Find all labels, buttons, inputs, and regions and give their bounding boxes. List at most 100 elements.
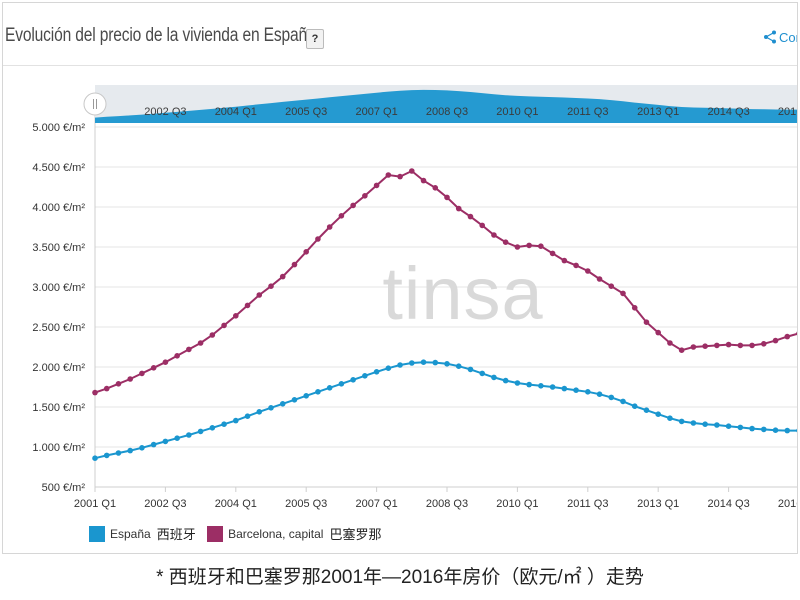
data-point-espana[interactable] [209,425,216,431]
data-point-barcelona[interactable] [115,381,122,387]
data-point-barcelona[interactable] [338,213,345,219]
data-point-espana[interactable] [608,394,615,401]
data-point-espana[interactable] [690,420,697,426]
data-point-barcelona[interactable] [385,172,392,178]
data-point-barcelona[interactable] [655,329,661,336]
data-point-espana[interactable] [678,418,685,425]
data-point-barcelona[interactable] [432,185,439,191]
data-point-espana[interactable] [186,432,192,438]
data-point-barcelona[interactable] [620,290,626,297]
data-point-barcelona[interactable] [643,319,650,325]
data-point-espana[interactable] [714,422,720,428]
data-point-espana[interactable] [561,385,568,392]
data-point-barcelona[interactable] [103,385,110,392]
data-point-espana[interactable] [432,359,439,366]
data-point-espana[interactable] [268,405,274,411]
data-point-barcelona[interactable] [127,376,133,382]
data-point-espana[interactable] [655,411,661,418]
data-point-barcelona[interactable] [667,340,673,346]
data-point-barcelona[interactable] [174,353,180,359]
data-point-barcelona[interactable] [678,347,685,354]
data-point-espana[interactable] [233,417,239,424]
data-point-barcelona[interactable] [596,276,603,282]
data-point-barcelona[interactable] [690,344,697,350]
data-point-espana[interactable] [631,403,638,410]
data-point-barcelona[interactable] [197,340,204,346]
data-point-barcelona[interactable] [244,302,251,309]
data-point-barcelona[interactable] [279,273,286,280]
data-point-barcelona[interactable] [761,341,767,347]
range-navigator[interactable]: 2002 Q3 2004 Q1 2005 Q3 2007 Q1 2008 Q3 2010 … [83,85,798,123]
data-point-espana[interactable] [737,424,744,431]
data-point-barcelona[interactable] [209,332,216,338]
data-point-espana[interactable] [420,359,427,366]
data-point-barcelona[interactable] [233,313,239,319]
data-point-espana[interactable] [526,381,532,388]
data-point-espana[interactable] [725,423,732,430]
data-point-barcelona[interactable] [737,342,744,349]
data-point-barcelona[interactable] [467,213,474,220]
data-point-espana[interactable] [103,452,110,459]
data-point-espana[interactable] [784,427,791,434]
data-point-barcelona[interactable] [725,341,732,348]
data-point-espana[interactable] [350,377,356,383]
data-point-espana[interactable] [92,455,98,462]
line-chart[interactable]: tinsa 2002 Q3 2004 Q1 2005 Q3 2007 Q1 2008 Q… [3,65,798,554]
data-point-espana[interactable] [667,415,673,422]
data-point-barcelona[interactable] [749,342,755,349]
data-point-barcelona[interactable] [502,239,509,245]
data-point-espana[interactable] [479,370,486,377]
data-point-barcelona[interactable] [444,194,450,201]
data-point-espana[interactable] [444,361,450,367]
data-point-barcelona[interactable] [256,292,263,298]
data-point-barcelona[interactable] [186,346,192,353]
data-point-espana[interactable] [326,385,333,391]
data-point-barcelona[interactable] [784,333,791,340]
data-point-espana[interactable] [373,369,380,375]
data-point-barcelona[interactable] [362,193,368,199]
data-point-espana[interactable] [139,445,145,451]
data-point-barcelona[interactable] [526,242,532,249]
data-point-espana[interactable] [256,409,263,415]
data-point-espana[interactable] [538,383,544,389]
data-point-espana[interactable] [467,366,474,373]
data-point-espana[interactable] [643,407,650,414]
data-point-espana[interactable] [385,365,392,372]
data-point-espana[interactable] [620,398,626,405]
data-point-espana[interactable] [197,428,204,435]
data-point-barcelona[interactable] [350,202,356,209]
data-point-espana[interactable] [291,397,298,403]
data-point-barcelona[interactable] [373,182,380,189]
share-button[interactable]: Com [763,30,797,45]
data-point-barcelona[interactable] [139,370,145,377]
data-point-barcelona[interactable] [303,249,310,255]
data-point-barcelona[interactable] [514,244,521,250]
data-point-espana[interactable] [761,426,767,433]
data-point-barcelona[interactable] [397,173,403,180]
data-point-espana[interactable] [455,363,462,370]
data-point-barcelona[interactable] [420,177,427,184]
data-point-espana[interactable] [303,393,310,399]
navigator-handle-left[interactable] [83,92,107,116]
data-point-espana[interactable] [749,425,755,432]
data-point-espana[interactable] [338,381,345,387]
data-point-barcelona[interactable] [714,342,720,349]
data-point-barcelona[interactable] [479,222,486,229]
data-point-barcelona[interactable] [573,262,579,269]
data-point-espana[interactable] [279,401,286,407]
data-point-espana[interactable] [162,438,169,445]
data-point-barcelona[interactable] [162,359,169,366]
data-point-espana[interactable] [127,447,133,454]
data-point-espana[interactable] [772,427,779,434]
data-point-espana[interactable] [397,362,403,368]
data-point-barcelona[interactable] [221,322,227,329]
data-point-espana[interactable] [409,360,415,366]
data-point-espana[interactable] [796,428,798,434]
legend-item-espana[interactable]: España 西班牙 [89,524,196,543]
data-point-espana[interactable] [174,435,180,442]
data-point-espana[interactable] [362,373,368,379]
data-point-barcelona[interactable] [150,365,157,371]
data-point-barcelona[interactable] [631,305,638,311]
data-point-barcelona[interactable] [315,236,321,242]
data-point-espana[interactable] [596,391,603,398]
